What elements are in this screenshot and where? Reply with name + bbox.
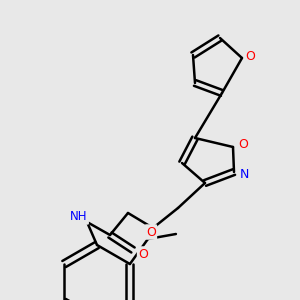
Text: O: O [238,139,248,152]
Text: O: O [146,226,156,238]
Text: NH: NH [70,211,88,224]
Text: O: O [138,248,148,260]
Text: O: O [245,50,255,62]
Text: N: N [239,167,249,181]
